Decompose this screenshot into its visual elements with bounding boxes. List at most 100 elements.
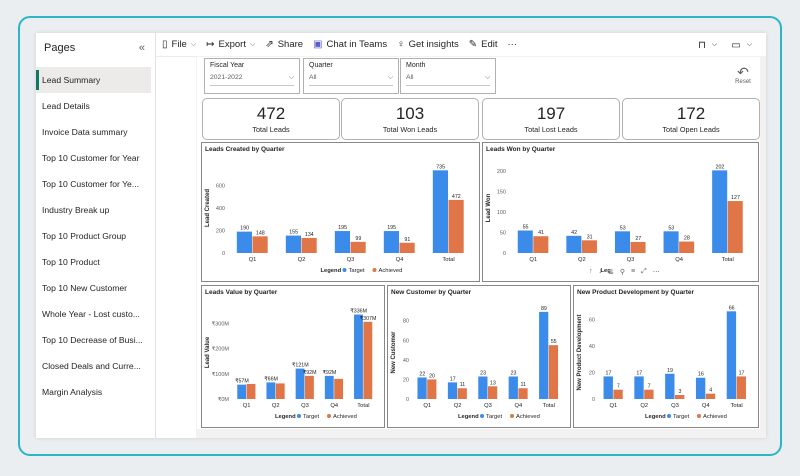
chevron-down-icon: ⌵ (711, 41, 718, 48)
leads-value-chart[interactable]: Leads Value by Quarter Lead Value ₹0M ₹100M… (201, 285, 385, 428)
legend-title: Legend (645, 414, 666, 420)
fiscal-year-slicer[interactable]: Fiscal Year 2021-2022 ⌵ (204, 58, 300, 94)
data-label: ₹307M (360, 316, 377, 322)
month-dropdown[interactable]: All ⌵ (406, 74, 490, 86)
y-tick-label: 0 (503, 251, 506, 257)
kpi-label: Total Lost Leads (524, 125, 578, 134)
page-item-top10-product-group[interactable]: Top 10 Product Group (42, 231, 127, 241)
x-tick-label: Q2 (640, 403, 648, 409)
x-tick-label: Q1 (610, 403, 618, 409)
double-chevron-left-icon[interactable]: « (138, 42, 145, 54)
data-label: 66 (729, 305, 735, 311)
new-customer-chart[interactable]: New Customer by Quarter New Customer 0 20 40… (387, 285, 571, 428)
chart-svg: Leads Created by Quarter Lead Created 0 200… (205, 146, 464, 274)
page-item-lead-details[interactable]: Lead Details (42, 101, 90, 111)
chart-title: Leads Created by Quarter (205, 146, 285, 153)
data-label: 7 (617, 384, 620, 390)
bar-target (383, 231, 399, 253)
page-item-top10-product[interactable]: Top 10 Product (42, 257, 100, 267)
get-insights-button[interactable]: ♀ Get insights (397, 39, 459, 50)
bar-achieved (736, 376, 746, 399)
x-tick-label: Total (722, 257, 734, 263)
kpi-card-total-leads: 472 Total Leads (202, 98, 340, 140)
more-options-button[interactable]: ··· (507, 39, 518, 50)
y-tick-label: 200 (497, 169, 506, 175)
page-item-lead-summary[interactable]: Lead Summary (36, 67, 151, 93)
edit-button[interactable]: ✎ Edit (469, 39, 498, 50)
data-label: 27 (635, 236, 641, 242)
y-tick-label: 400 (216, 206, 225, 212)
leads-won-chart[interactable]: Leads Won by Quarter Lead Won 0 50 100 150 200… (482, 142, 759, 282)
y-tick-label: 80 (403, 319, 409, 325)
bar-achieved (350, 241, 366, 253)
legend-title: Legend (458, 414, 479, 420)
kpi-card-total-lost-leads: 197 Total Lost Leads (482, 98, 620, 140)
data-label: 13 (490, 380, 496, 386)
bar-target (665, 373, 675, 399)
chart-svg: New Customer by Quarter New Customer 0 20 40… (391, 289, 559, 420)
fiscal-year-dropdown[interactable]: 2021-2022 ⌵ (210, 74, 294, 86)
export-menu-button[interactable]: ↦ Export ⌵ (206, 39, 255, 50)
page-item-margin-analysis[interactable]: Margin Analysis (42, 387, 103, 397)
bar-target (295, 368, 305, 399)
legend-marker-target (297, 414, 301, 418)
bar-target (508, 376, 518, 399)
new-product-development-chart[interactable]: New Product Development by Quarter New Pr… (573, 285, 759, 428)
y-axis-label: Lead Won (486, 193, 492, 222)
month-slicer[interactable]: Month All ⌵ (400, 58, 496, 94)
share-button[interactable]: ⇗ Share (265, 39, 303, 50)
page-item-industry-break-up[interactable]: Industry Break up (42, 205, 110, 215)
legend-item: Target (349, 268, 366, 274)
quarter-dropdown[interactable]: All ⌵ (309, 74, 393, 86)
y-tick-label: 60 (403, 338, 409, 344)
drill-down-icon[interactable]: ↓ (598, 268, 603, 275)
pin-icon[interactable]: ⚲ (619, 269, 626, 276)
view-icon[interactable]: ▭ (731, 39, 741, 51)
y-axis-label: New Product Development (577, 314, 583, 390)
page-item-whole-year-lost[interactable]: Whole Year - Lost custo... (42, 309, 140, 319)
expand-down-icon[interactable]: ⇊ (608, 269, 614, 276)
file-menu-button[interactable]: ▯ File ⌵ (162, 39, 196, 50)
chat-in-teams-button[interactable]: ▣ Chat in Teams (313, 39, 387, 50)
bookmark-icon[interactable]: ⊓ (698, 39, 706, 51)
bar-target (478, 376, 488, 399)
page-item-top10-customer-year[interactable]: Top 10 Customer for Year (42, 153, 140, 163)
bar-target (237, 384, 247, 399)
filter-icon[interactable]: ≡ (631, 268, 636, 275)
drill-up-icon[interactable]: ↑ (589, 268, 593, 275)
y-tick-label: 200 (216, 229, 225, 235)
data-label: 31 (587, 234, 593, 240)
x-tick-label: Total (730, 403, 742, 409)
page-item-top10-customer-ye[interactable]: Top 10 Customer for Ye... (42, 179, 139, 189)
x-tick-label: Q2 (578, 257, 586, 263)
bar-target (712, 170, 728, 253)
reset-button[interactable]: ↶ Reset (732, 65, 754, 85)
data-label: 55 (523, 225, 529, 231)
y-axis-label: Lead Value (205, 336, 211, 368)
kpi-card-total-open-leads: 172 Total Open Leads (622, 98, 760, 140)
page-item-invoice-data-summary[interactable]: Invoice Data summary (42, 127, 128, 137)
more-options-icon[interactable]: ⋯ (652, 269, 660, 276)
focus-mode-icon[interactable]: ⤢ (641, 268, 647, 275)
bar-target (539, 311, 549, 399)
page-item-closed-deals[interactable]: Closed Deals and Curre... (42, 361, 141, 371)
data-label: 148 (256, 230, 265, 236)
bar-achieved (581, 240, 597, 253)
legend-marker-achieved (372, 268, 377, 272)
data-label: 202 (716, 164, 725, 170)
x-tick-label: Q4 (396, 257, 405, 263)
quarter-slicer[interactable]: Quarter All ⌵ (303, 58, 399, 94)
leads-created-chart[interactable]: Leads Created by Quarter Lead Created 0 200… (201, 142, 480, 282)
page-item-top10-new-customer[interactable]: Top 10 New Customer (42, 283, 128, 293)
y-tick-label: 20 (589, 370, 595, 376)
file-label: File (171, 39, 187, 50)
data-label: 4 (709, 388, 712, 394)
x-tick-label: Total (357, 403, 369, 409)
page-item-top10-decrease[interactable]: Top 10 Decrease of Busi... (42, 335, 143, 345)
bar-target (236, 231, 252, 253)
chart-svg: New Product Development by Quarter New Pr… (577, 289, 746, 420)
legend-marker-achieved (327, 414, 331, 418)
x-tick-label: Q3 (347, 257, 355, 263)
bar-target (324, 375, 334, 399)
quarter-slicer-label: Quarter (309, 62, 333, 69)
